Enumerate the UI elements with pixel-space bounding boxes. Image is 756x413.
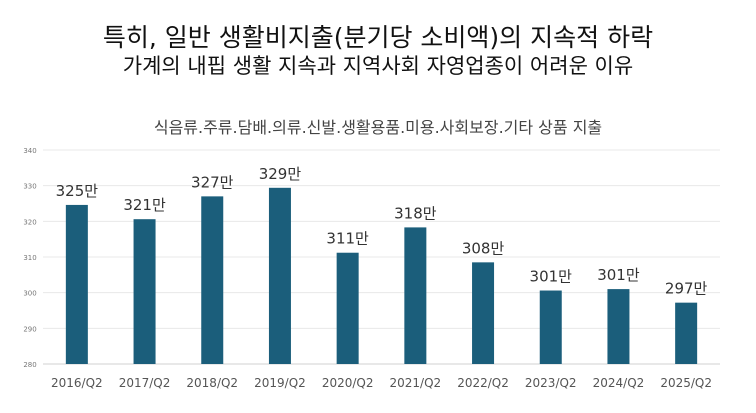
chart-title: 식음류.주류.담배.의류.신발.생활용품.미용.사회보장.기타 상품 지출 xyxy=(154,118,602,137)
x-tick-label: 2025/Q2 xyxy=(660,376,712,390)
y-tick-label: 300 xyxy=(23,290,36,298)
y-tick-label: 330 xyxy=(23,183,36,191)
bar xyxy=(65,204,88,364)
bar xyxy=(404,227,427,364)
x-tick-label: 2023/Q2 xyxy=(525,376,577,390)
x-tick-label: 2018/Q2 xyxy=(186,376,238,390)
bar xyxy=(472,262,495,364)
bar xyxy=(607,289,630,364)
data-label: 301만 xyxy=(597,266,640,284)
data-label: 308만 xyxy=(462,239,505,257)
data-label: 297만 xyxy=(665,280,708,298)
x-tick-label: 2024/Q2 xyxy=(593,376,645,390)
data-label: 301만 xyxy=(530,268,573,286)
x-tick-label: 2016/Q2 xyxy=(51,376,103,390)
x-tick-label: 2019/Q2 xyxy=(254,376,306,390)
page-title: 특히, 일반 생활비지출(분기당 소비액)의 지속적 하락 xyxy=(102,23,654,52)
data-label: 311만 xyxy=(326,230,369,248)
data-label: 321만 xyxy=(123,196,166,214)
bar xyxy=(539,290,562,364)
data-label: 327만 xyxy=(191,173,234,191)
y-tick-label: 290 xyxy=(23,325,36,333)
x-tick-label: 2017/Q2 xyxy=(119,376,171,390)
y-tick-label: 310 xyxy=(23,254,36,262)
bar xyxy=(336,252,359,364)
x-tick-label: 2021/Q2 xyxy=(390,376,442,390)
data-label: 329만 xyxy=(259,165,302,183)
bar xyxy=(201,196,224,364)
data-label: 318만 xyxy=(394,204,437,222)
x-tick-label: 2020/Q2 xyxy=(322,376,374,390)
y-tick-label: 340 xyxy=(23,147,36,155)
data-label: 325만 xyxy=(56,182,99,200)
page-subtitle: 가계의 내핍 생활 지속과 지역사회 자영업종이 어려운 이유 xyxy=(122,54,634,78)
x-tick-label: 2022/Q2 xyxy=(457,376,509,390)
bar xyxy=(675,302,698,364)
bar xyxy=(133,219,156,364)
y-tick-label: 320 xyxy=(23,218,36,226)
bar xyxy=(268,187,291,364)
y-tick-label: 280 xyxy=(23,361,36,369)
